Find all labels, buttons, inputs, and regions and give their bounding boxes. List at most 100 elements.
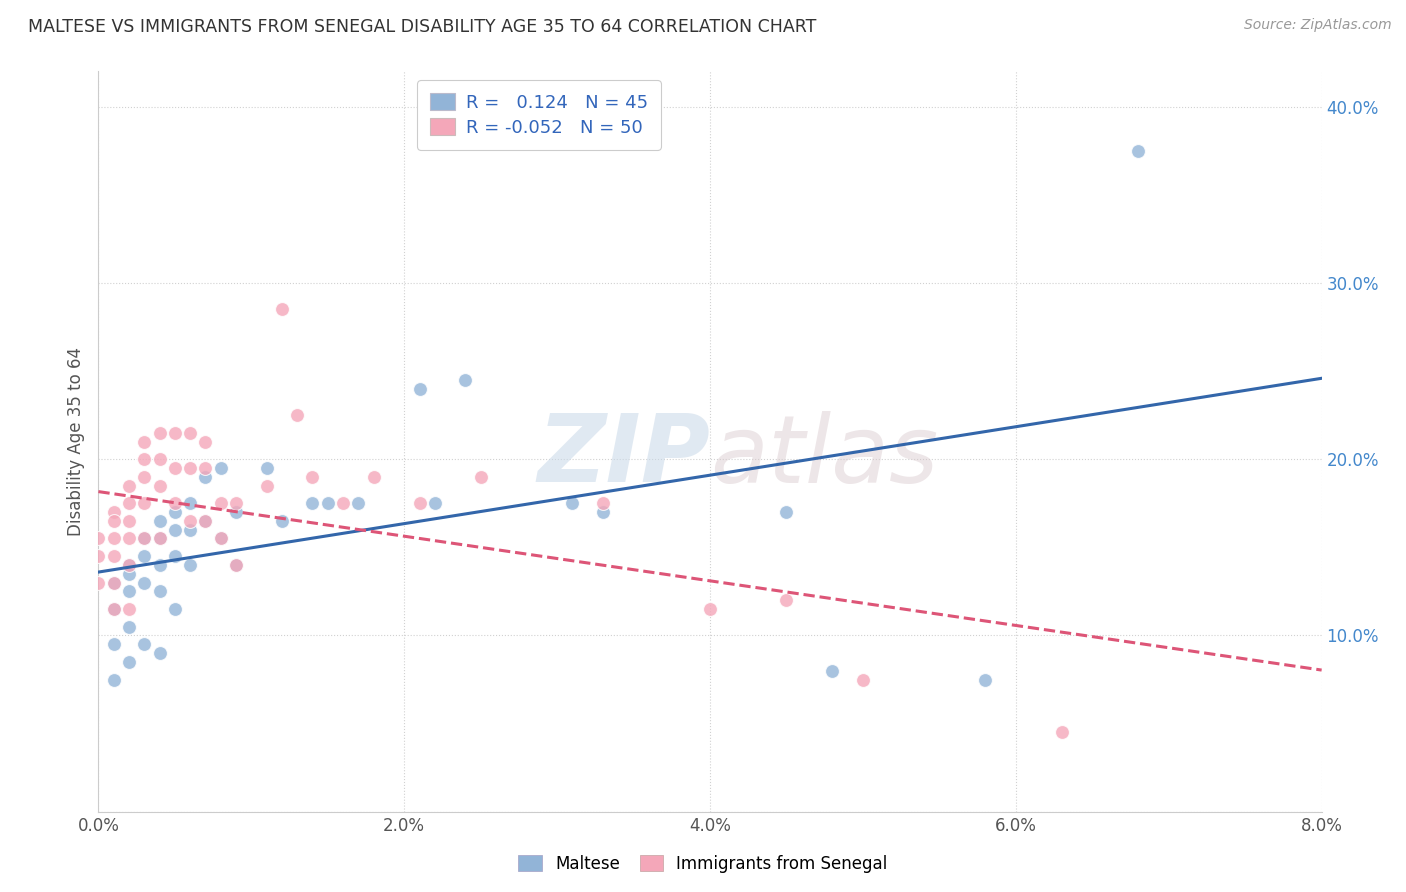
Point [256,461,278,475]
Point [134,532,156,546]
Point [332,496,354,510]
Point [118,566,141,581]
Point [408,496,430,510]
Point [149,425,172,440]
Point [149,452,172,467]
Point [194,514,217,528]
Point [118,514,141,528]
Point [209,496,232,510]
Point [103,532,125,546]
Point [118,655,141,669]
Point [194,470,217,484]
Point [149,584,172,599]
Point [179,461,201,475]
Point [270,514,294,528]
Point [301,496,323,510]
Point [561,496,583,510]
Point [134,532,156,546]
Point [103,514,125,528]
Point [149,532,172,546]
Point [179,514,201,528]
Point [179,496,201,510]
Point [103,575,125,590]
Point [118,478,141,492]
Point [118,558,141,572]
Point [134,434,156,449]
Text: MALTESE VS IMMIGRANTS FROM SENEGAL DISABILITY AGE 35 TO 64 CORRELATION CHART: MALTESE VS IMMIGRANTS FROM SENEGAL DISAB… [28,18,817,36]
Point [134,496,156,510]
Point [103,602,125,616]
Point [209,532,232,546]
Point [699,602,721,616]
Point [103,602,125,616]
Point [775,593,797,607]
Point [285,408,308,422]
Point [134,637,156,651]
Point [209,461,232,475]
Text: Source: ZipAtlas.com: Source: ZipAtlas.com [1244,18,1392,32]
Point [225,558,247,572]
Point [408,382,430,396]
Point [118,558,141,572]
Point [103,505,125,519]
Point [775,505,797,519]
Point [316,496,339,510]
Point [592,496,614,510]
Point [821,664,844,678]
Point [454,373,477,387]
Point [163,425,186,440]
Point [163,496,186,510]
Text: atlas: atlas [710,411,938,502]
Point [209,532,232,546]
Point [1050,725,1073,739]
Point [149,532,172,546]
Point [592,505,614,519]
Point [256,478,278,492]
Point [852,673,875,687]
Point [118,602,141,616]
Point [149,478,172,492]
Point [225,496,247,510]
Point [118,532,141,546]
Point [103,549,125,563]
Point [194,461,217,475]
Point [301,470,323,484]
Point [974,673,997,687]
Point [163,549,186,563]
Point [87,532,110,546]
Point [134,549,156,563]
Point [163,523,186,537]
Point [225,558,247,572]
Point [87,549,110,563]
Point [149,646,172,660]
Point [363,470,385,484]
Point [134,575,156,590]
Legend: R =   0.124   N = 45, R = -0.052   N = 50: R = 0.124 N = 45, R = -0.052 N = 50 [418,80,661,150]
Point [118,496,141,510]
Point [103,673,125,687]
Point [103,637,125,651]
Point [134,452,156,467]
Point [470,470,492,484]
Point [149,558,172,572]
Point [270,302,294,317]
Text: ZIP: ZIP [537,410,710,502]
Point [179,523,201,537]
Point [149,514,172,528]
Point [179,425,201,440]
Point [1128,144,1150,158]
Point [163,461,186,475]
Legend: Maltese, Immigrants from Senegal: Maltese, Immigrants from Senegal [512,848,894,880]
Point [194,514,217,528]
Point [118,619,141,633]
Point [179,558,201,572]
Point [194,434,217,449]
Point [87,575,110,590]
Point [163,505,186,519]
Point [163,602,186,616]
Point [103,575,125,590]
Point [423,496,446,510]
Point [118,584,141,599]
Point [347,496,370,510]
Y-axis label: Disability Age 35 to 64: Disability Age 35 to 64 [67,347,86,536]
